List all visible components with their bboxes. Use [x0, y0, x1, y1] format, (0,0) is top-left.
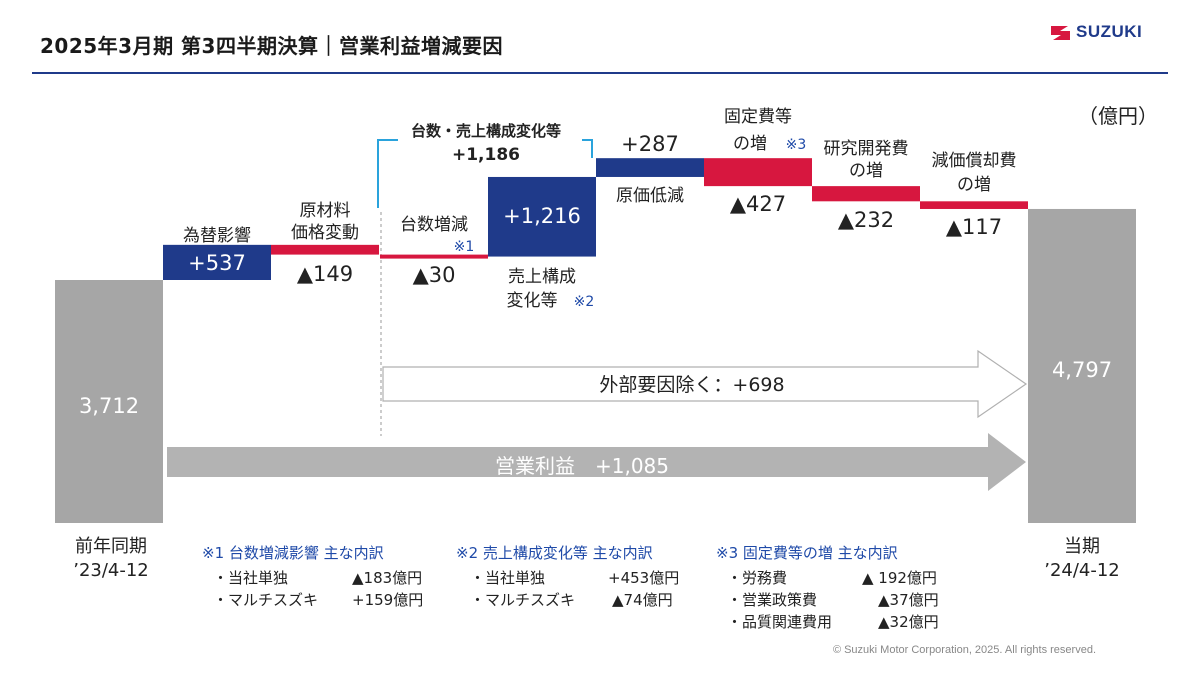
step-note-volume: ※1: [453, 239, 475, 255]
footnote-2-item: ・マルチスズキ: [470, 591, 576, 609]
bracket-value: +1,186: [451, 145, 521, 165]
step-note-fixed-cost: ※3: [785, 137, 807, 153]
footnote-2-value: +453億円: [608, 569, 680, 587]
step-name-rnd-2: の増: [849, 161, 883, 181]
step-value-rnd: ▲232: [837, 208, 895, 232]
step-bar-5: [596, 158, 704, 177]
footnote-2-item: ・当社単独: [470, 569, 546, 587]
step-name-mix: 売上構成: [508, 267, 576, 287]
footnote-1-item: ・当社単独: [213, 569, 289, 587]
footnote-3-value: ▲32億円: [878, 613, 939, 631]
step-name-materials: 原材料: [299, 201, 351, 221]
title-divider: [32, 72, 1168, 74]
footnote-1-value: ▲183億円: [352, 569, 423, 587]
footnote-3-heading: ※3 固定費等の増 主な内訳: [716, 544, 898, 562]
step-bar-1: [163, 244, 271, 280]
footnote-3-item: ・品質関連費用: [727, 613, 833, 631]
total-arrow: [167, 433, 1026, 491]
step-value-mix: +1,216: [503, 204, 581, 228]
step-name-materials-2: 価格変動: [291, 223, 359, 243]
step-name-volume: 台数増減: [400, 215, 468, 235]
end-value-label: 4,797: [1051, 358, 1113, 382]
page-title: 2025年3月期 第3四半期決算｜営業利益増減要因: [40, 34, 503, 58]
copyright: © Suzuki Motor Corporation, 2025. All ri…: [832, 644, 1096, 656]
footnote-1-value: +159億円: [352, 591, 424, 609]
footnote-3-value: ▲ 192億円: [862, 569, 937, 587]
step-value-cost-reduction: +287: [621, 132, 679, 156]
external-arrow: [382, 349, 1028, 419]
suzuki-s-icon: [1051, 26, 1070, 40]
step-name-fx: 為替影響: [183, 226, 251, 246]
step-value-volume: ▲30: [412, 263, 456, 287]
step-name-fixed-cost: 固定費等: [724, 107, 792, 127]
step-value-fixed-cost: ▲427: [729, 192, 787, 216]
end-bar: [1028, 208, 1136, 523]
step-value-fx: +537: [188, 250, 246, 275]
brand-logo: SUZUKI: [1048, 20, 1168, 46]
start-value-label: 3,712: [78, 394, 140, 418]
step-bar-7: [812, 186, 920, 202]
step-bar-3: [380, 254, 488, 259]
step-bar-4: [488, 176, 596, 257]
footnote-1-heading: ※1 台数増減影響 主な内訳: [202, 544, 384, 562]
start-period-label: 前年同期: [75, 536, 147, 557]
step-value-materials: ▲149: [296, 262, 354, 286]
step-bar-6: [704, 158, 812, 187]
footnote-3-value: ▲37億円: [878, 591, 939, 609]
start-bar: [55, 280, 163, 523]
end-period-range: ’24/4-12: [1044, 560, 1120, 581]
step-value-depreciation: ▲117: [945, 215, 1003, 239]
step-name-depreciation: 減価償却費: [931, 151, 1017, 171]
start-period-range: ’23/4-12: [73, 560, 149, 581]
unit-label: （億円）: [1078, 104, 1158, 128]
step-bar-8: [920, 201, 1028, 209]
step-name-depreciation-2: の増: [957, 175, 991, 195]
group-bracket: [377, 139, 593, 208]
footnote-3-item: ・労務費: [727, 569, 788, 587]
external-arrow-label: 外部要因除く：+698: [599, 374, 785, 396]
step-bar-2: [271, 244, 379, 255]
step-name-mix-2: 変化等: [506, 291, 558, 311]
footnote-2-heading: ※2 売上構成変化等 主な内訳: [456, 544, 653, 562]
step-name-fixed-cost-2: の増: [733, 134, 767, 154]
footnote-2-value: ▲74億円: [612, 591, 673, 609]
step-name-rnd: 研究開発費: [823, 139, 909, 159]
footnote-3-item: ・営業政策費: [727, 591, 818, 609]
brand-name: SUZUKI: [1076, 22, 1143, 41]
total-arrow-label: 営業利益 +1,085: [494, 454, 669, 478]
bracket-label: 台数・売上構成変化等: [410, 122, 561, 140]
footnote-1-item: ・マルチスズキ: [213, 591, 319, 609]
step-note-mix: ※2: [573, 294, 595, 310]
end-period-label: 当期: [1064, 536, 1100, 557]
step-name-cost-reduction: 原価低減: [616, 186, 684, 206]
